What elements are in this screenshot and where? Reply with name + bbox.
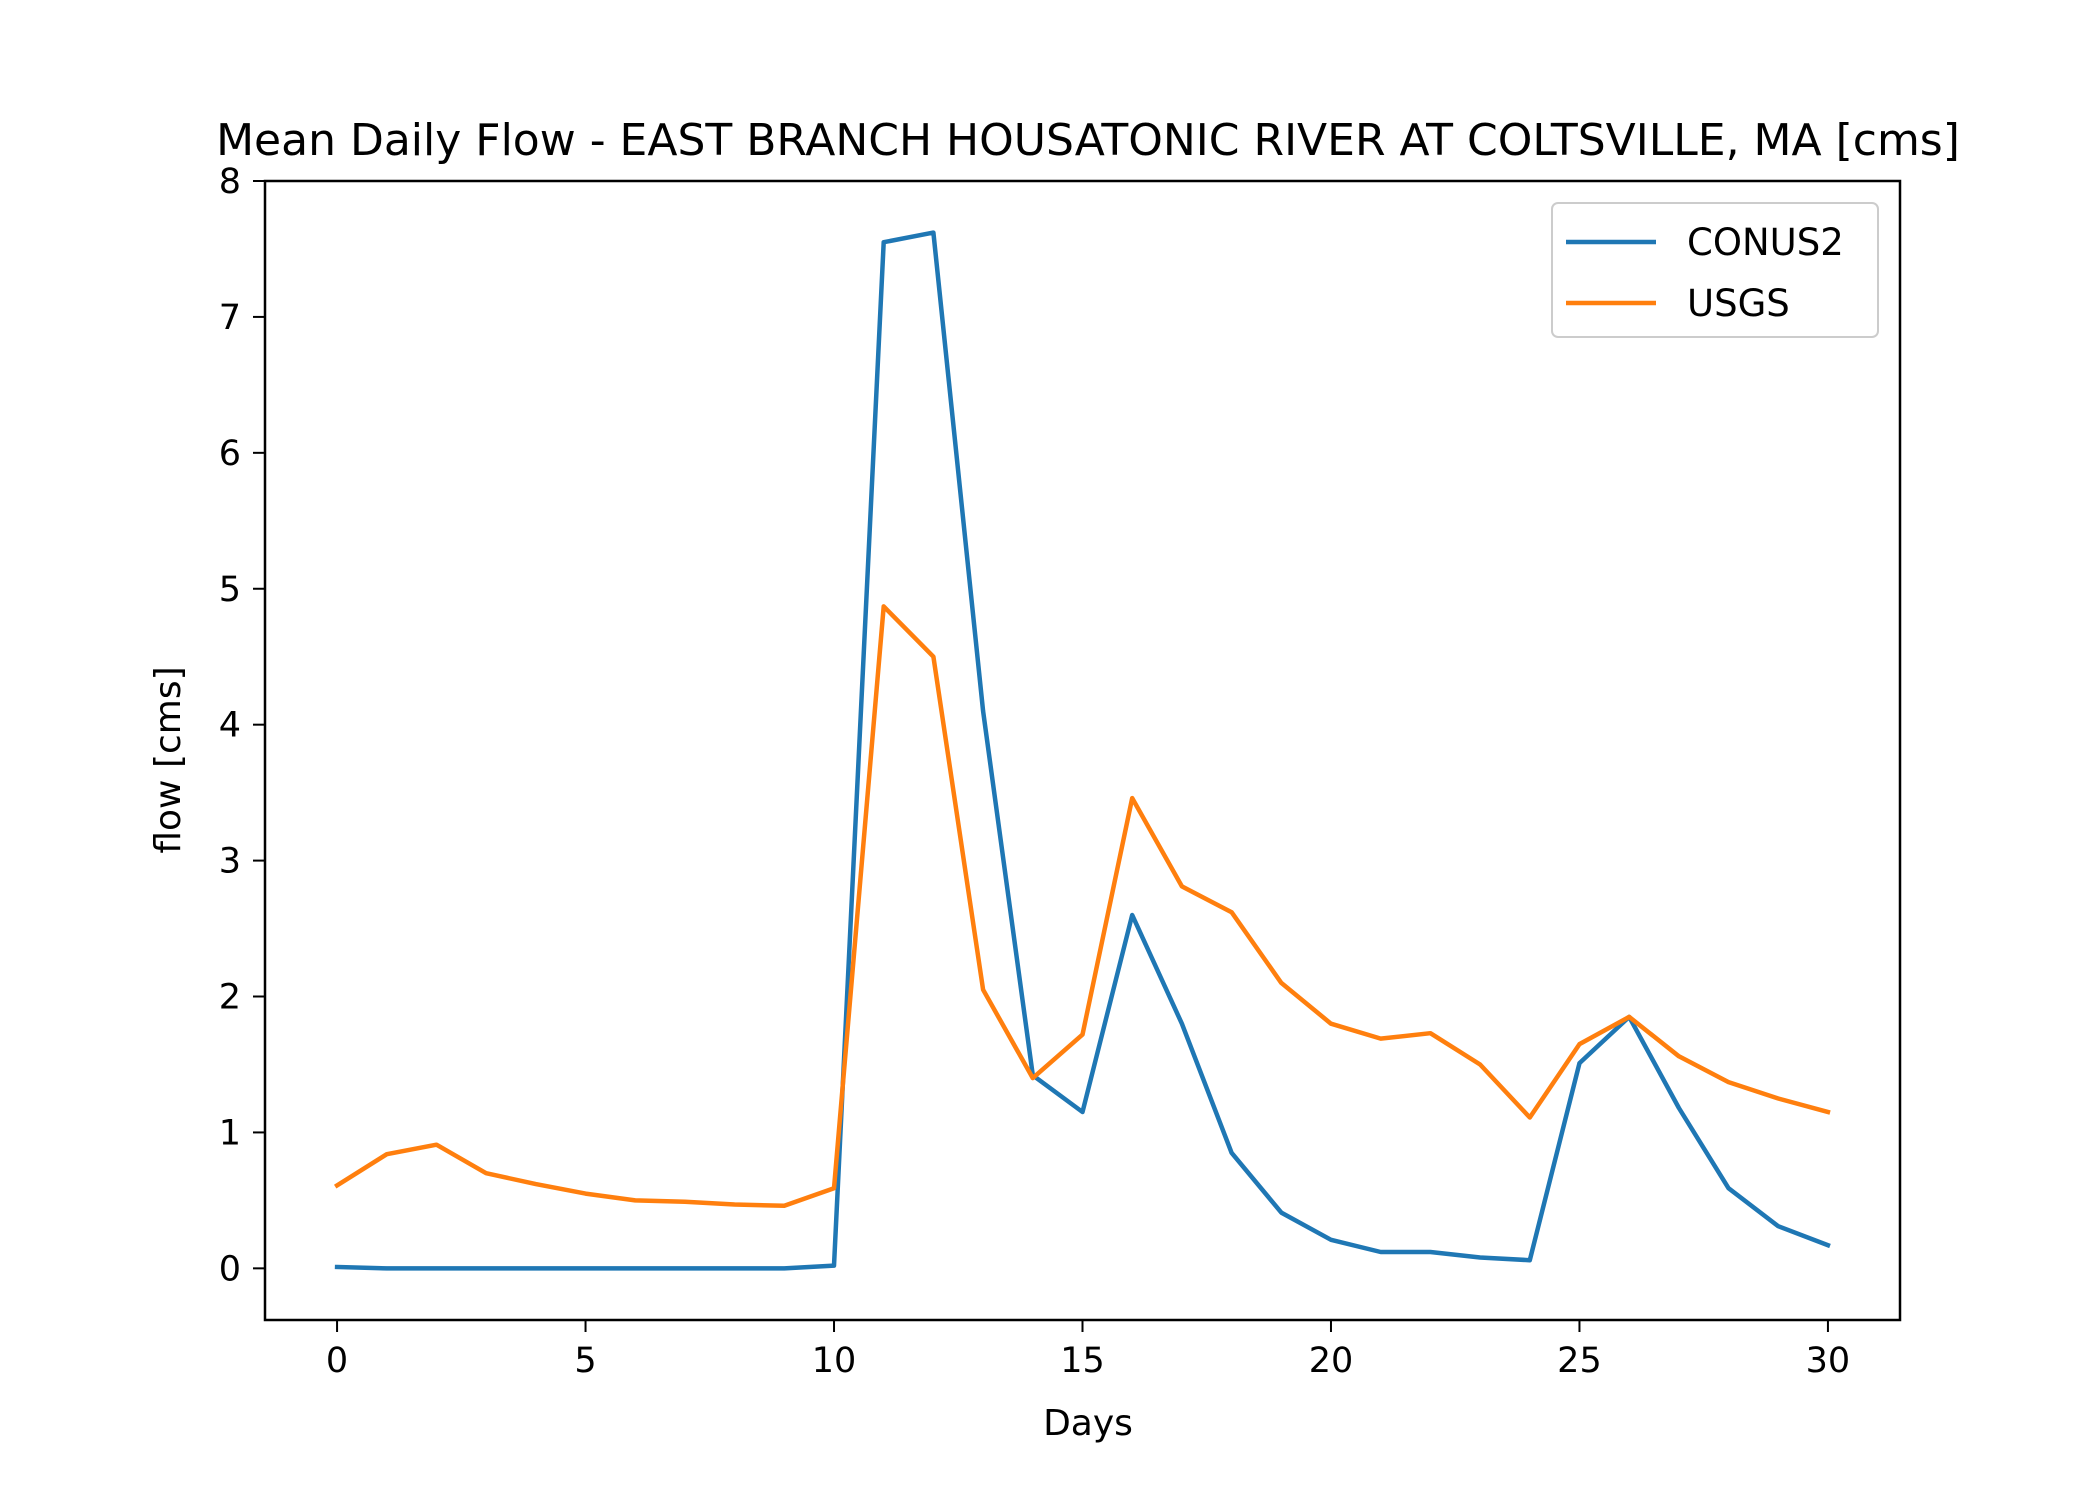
legend: CONUS2 USGS <box>1551 202 1879 338</box>
series-layer <box>333 230 1831 1271</box>
x-axis-label: Days <box>1043 1403 1133 1444</box>
x-tick-label: 10 <box>812 1341 857 1381</box>
y-axis-ticks: 0 1 2 3 4 5 6 7 8 <box>219 162 265 1289</box>
y-tick-label: 6 <box>219 434 241 474</box>
y-axis-label: flow [cms] <box>148 666 189 853</box>
y-tick-label: 7 <box>219 298 241 338</box>
y-tick-label: 5 <box>219 570 241 610</box>
legend-label: USGS <box>1687 282 1790 325</box>
x-axis-ticks: 0 5 10 15 20 25 30 <box>326 1320 1850 1381</box>
y-tick-label: 0 <box>219 1249 241 1289</box>
y-tick-label: 4 <box>219 706 241 746</box>
legend-label: CONUS2 <box>1687 221 1844 264</box>
y-tick-label: 3 <box>219 842 241 882</box>
x-tick-label: 0 <box>326 1341 348 1381</box>
x-tick-label: 20 <box>1309 1341 1354 1381</box>
y-tick-label: 1 <box>219 1113 241 1153</box>
x-tick-label: 30 <box>1806 1341 1851 1381</box>
x-tick-label: 25 <box>1557 1341 1602 1381</box>
chart-title: Mean Daily Flow - EAST BRANCH HOUSATONIC… <box>216 115 1960 166</box>
series-line-conus2 <box>334 230 1831 1271</box>
y-tick-label: 2 <box>219 978 241 1018</box>
y-tick-label: 8 <box>219 162 241 202</box>
series-line-usgs <box>333 604 1831 1209</box>
x-tick-label: 5 <box>574 1341 596 1381</box>
x-tick-label: 15 <box>1060 1341 1105 1381</box>
